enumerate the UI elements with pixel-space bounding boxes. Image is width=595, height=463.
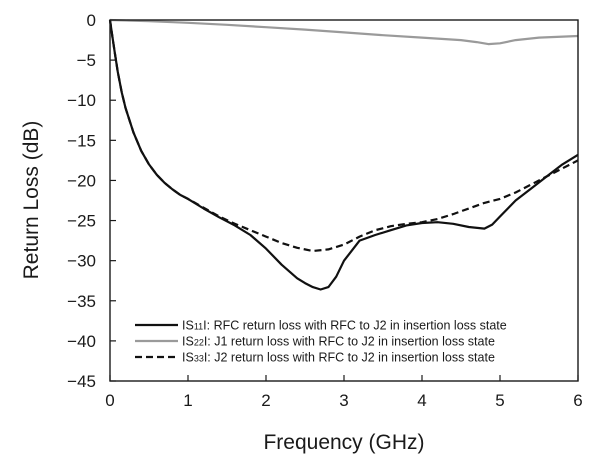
x-tick-label: 1 [183,391,192,410]
y-tick-label: −35 [67,292,96,311]
y-axis-ticks: 0 −5 −10 −15 −20 −25 −30 −35 −40 −45 [67,11,116,391]
y-tick-label: −15 [67,131,96,150]
y-tick-label: −40 [67,332,96,351]
x-axis-ticks: 0 1 2 3 4 5 6 [105,375,583,410]
legend-box [130,312,576,368]
x-tick-label: 0 [105,391,114,410]
x-tick-label: 6 [573,391,582,410]
y-tick-label: −10 [67,91,96,110]
series-line-s11 [108,19,579,291]
data-series [108,18,579,291]
series-line-s33 [108,19,579,253]
legend-entry-s11: IS11I: RFC return loss with RFC to J2 in… [182,319,507,333]
y-axis-title: Return Loss (dB) [20,121,43,280]
series-line-s22 [109,18,579,46]
y-tick-label: −30 [67,252,96,271]
y-tick-label: −45 [67,372,96,391]
x-tick-label: 4 [417,391,426,410]
legend: IS11I: RFC return loss with RFC to J2 in… [130,312,576,368]
x-tick-label: 5 [495,391,504,410]
y-tick-label: −25 [67,212,96,231]
plot-area-frame [109,19,579,382]
x-axis-title: Frequency (GHz) [263,431,424,454]
y-tick-label: −5 [77,51,96,70]
x-tick-label: 3 [339,391,348,410]
legend-entry-s33: IS33I: J2 return loss with RFC to J2 in … [182,351,495,365]
legend-entry-s22: IS22I: J1 return loss with RFC to J2 in … [182,335,495,349]
y-tick-label: 0 [87,11,96,30]
x-tick-label: 2 [261,391,270,410]
y-tick-label: −20 [67,171,96,190]
